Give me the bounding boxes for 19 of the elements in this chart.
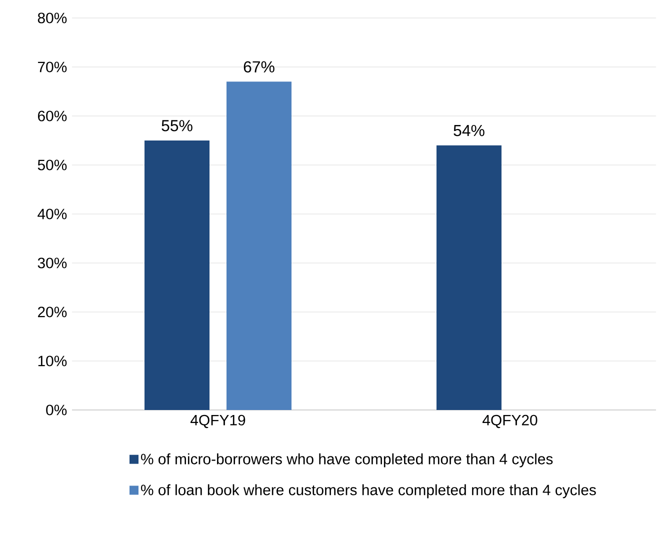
y-tick-label: 0% [46, 404, 67, 416]
bar [144, 140, 210, 410]
legend-label: % of micro-borrowers who have completed more than 4 cycles [141, 453, 553, 468]
y-tick-label: 50% [38, 160, 67, 170]
y-tick-label: 60% [38, 110, 67, 122]
bar [226, 82, 292, 410]
x-tick-label: 4QFY19 [190, 414, 246, 428]
y-tick-label: 40% [38, 208, 67, 220]
y-tick-label: 80% [38, 12, 67, 24]
legend-label: % of loan book where customers have completed more than 4 cycles [141, 484, 596, 498]
data-label: 67% [244, 61, 274, 72]
data-label: 55% [162, 120, 192, 132]
y-tick-label: 30% [38, 258, 67, 268]
bar [436, 145, 502, 410]
x-tick-label: 4QFY20 [482, 414, 538, 428]
y-tick-label: 70% [38, 62, 67, 72]
data-label: 54% [454, 124, 484, 136]
y-tick-label: 20% [38, 306, 67, 318]
y-tick-label: 10% [38, 356, 67, 366]
